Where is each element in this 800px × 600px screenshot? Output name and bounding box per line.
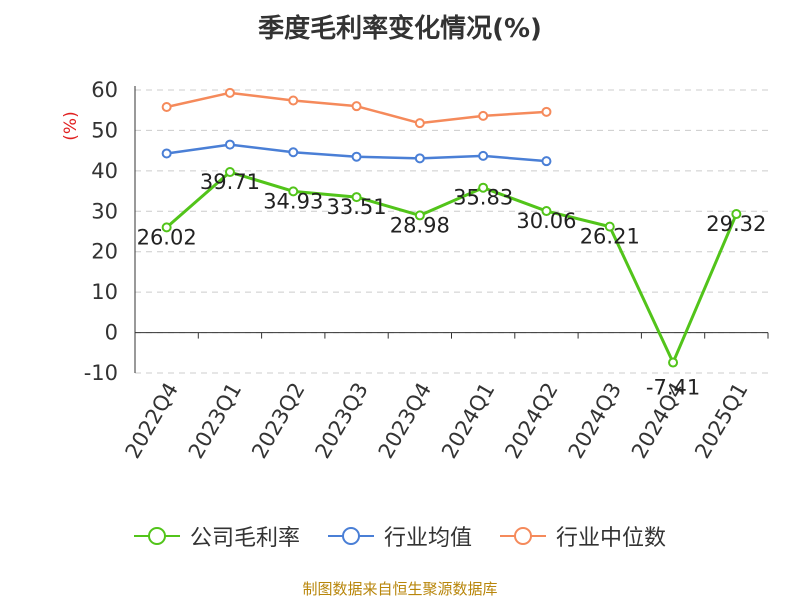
data-point[interactable]	[668, 357, 679, 368]
data-point[interactable]	[161, 222, 172, 233]
legend-marker-icon	[500, 527, 546, 545]
data-point[interactable]	[224, 87, 235, 98]
y-tick-label: 60	[91, 78, 118, 102]
x-tick-label: 2023Q1	[184, 379, 246, 463]
x-tick-label: 2024Q2	[500, 379, 562, 463]
data-point[interactable]	[351, 151, 362, 162]
x-tick-label: 2022Q4	[121, 379, 183, 463]
data-point[interactable]	[414, 210, 425, 221]
grid-lines	[135, 89, 768, 374]
data-point[interactable]	[224, 139, 235, 150]
series-line	[165, 170, 738, 365]
data-point[interactable]	[161, 101, 172, 112]
legend: 公司毛利率 行业均值 行业中位数	[0, 520, 800, 552]
data-point[interactable]	[478, 150, 489, 161]
legend-item-company[interactable]: 公司毛利率	[133, 520, 300, 552]
data-point[interactable]	[478, 182, 489, 193]
data-point[interactable]	[161, 148, 172, 159]
series-lines	[161, 87, 742, 368]
x-tick-label: 2023Q3	[310, 379, 372, 463]
series-2	[161, 87, 552, 129]
data-point[interactable]	[288, 95, 299, 106]
y-tick-label: 40	[91, 159, 118, 183]
y-tick-label: 20	[91, 240, 118, 264]
data-label: 39.71	[200, 170, 260, 194]
data-point[interactable]	[351, 192, 362, 203]
data-point[interactable]	[604, 221, 615, 232]
y-tick-label: 50	[91, 118, 118, 142]
legend-marker-icon	[133, 527, 180, 545]
data-point[interactable]	[478, 110, 489, 121]
data-label: 33.51	[326, 195, 386, 219]
x-tick-label: 2024Q1	[437, 379, 499, 463]
x-tick-label: 2023Q4	[374, 378, 436, 462]
legend-marker-icon	[327, 527, 374, 545]
y-tick-label: 10	[91, 280, 118, 304]
legend-item-industry-mean[interactable]: 行业均值	[327, 520, 472, 552]
data-label: 29.32	[706, 212, 766, 236]
series-0	[161, 167, 742, 368]
data-point[interactable]	[288, 147, 299, 158]
data-label: -7.41	[646, 376, 700, 400]
y-tick-label: -10	[84, 361, 118, 385]
data-point[interactable]	[414, 153, 425, 164]
data-label: 26.02	[137, 225, 197, 249]
legend-label: 行业中位数	[556, 526, 667, 551]
data-point[interactable]	[224, 167, 235, 178]
data-label: 28.98	[390, 213, 450, 237]
data-point[interactable]	[541, 106, 552, 117]
y-axis-label: (%)	[61, 111, 81, 140]
y-tick-label: 0	[105, 321, 118, 345]
data-point[interactable]	[351, 101, 362, 112]
x-tick-label: 2023Q2	[247, 379, 309, 463]
legend-label: 行业均值	[383, 526, 472, 551]
data-label: 26.21	[580, 225, 640, 249]
data-point[interactable]	[541, 156, 552, 167]
y-tick-label: 30	[91, 199, 118, 223]
data-label: 30.06	[516, 209, 576, 233]
chart-title: 季度毛利率变化情况(%)	[258, 14, 542, 44]
x-tick-label: 2024Q3	[564, 379, 626, 463]
legend-label: 公司毛利率	[189, 526, 300, 551]
data-point[interactable]	[731, 209, 742, 220]
data-label: 34.93	[263, 189, 323, 213]
series-1	[161, 139, 552, 167]
data-label: 35.83	[453, 186, 513, 210]
data-point[interactable]	[414, 118, 425, 129]
data-point[interactable]	[288, 186, 299, 197]
source-note: 制图数据来自恒生聚源数据库	[302, 580, 498, 598]
data-point[interactable]	[541, 206, 552, 217]
legend-item-industry-median[interactable]: 行业中位数	[500, 520, 666, 552]
